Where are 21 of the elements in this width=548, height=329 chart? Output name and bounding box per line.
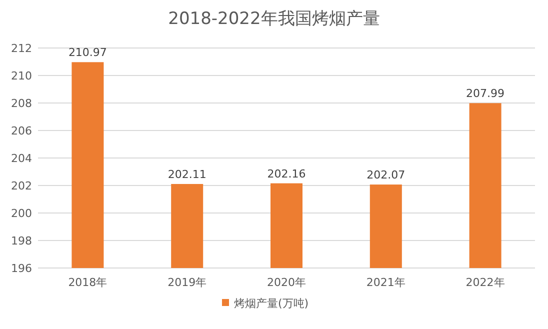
xtick: 2020年 bbox=[267, 276, 306, 289]
title: 2018-2022年我国烤烟产量 bbox=[168, 9, 380, 29]
ytick: 198 bbox=[11, 234, 32, 248]
ytick: 202 bbox=[11, 180, 32, 192]
data-label: 202.11 bbox=[168, 168, 206, 181]
ytick: 196 bbox=[11, 262, 32, 275]
xtick: 2019年 bbox=[168, 276, 207, 289]
xtick: 2018年 bbox=[68, 276, 108, 289]
data-label: 210.97 bbox=[68, 46, 107, 60]
ytick: 200 bbox=[11, 207, 32, 220]
data-label: 202.07 bbox=[366, 168, 406, 182]
xtick: 2022年 bbox=[466, 276, 505, 289]
xtick: 2021年 bbox=[366, 276, 406, 289]
ytick: 204 bbox=[11, 152, 32, 165]
legend: 烤烟产量(万吨) bbox=[234, 297, 309, 310]
ytick: 206 bbox=[11, 124, 32, 138]
ytick: 212 bbox=[11, 42, 32, 55]
data-label: 207.99 bbox=[466, 87, 505, 100]
data-label: 202.16 bbox=[267, 167, 306, 180]
ytick: 210 bbox=[11, 70, 32, 82]
ytick: 208 bbox=[11, 97, 32, 110]
